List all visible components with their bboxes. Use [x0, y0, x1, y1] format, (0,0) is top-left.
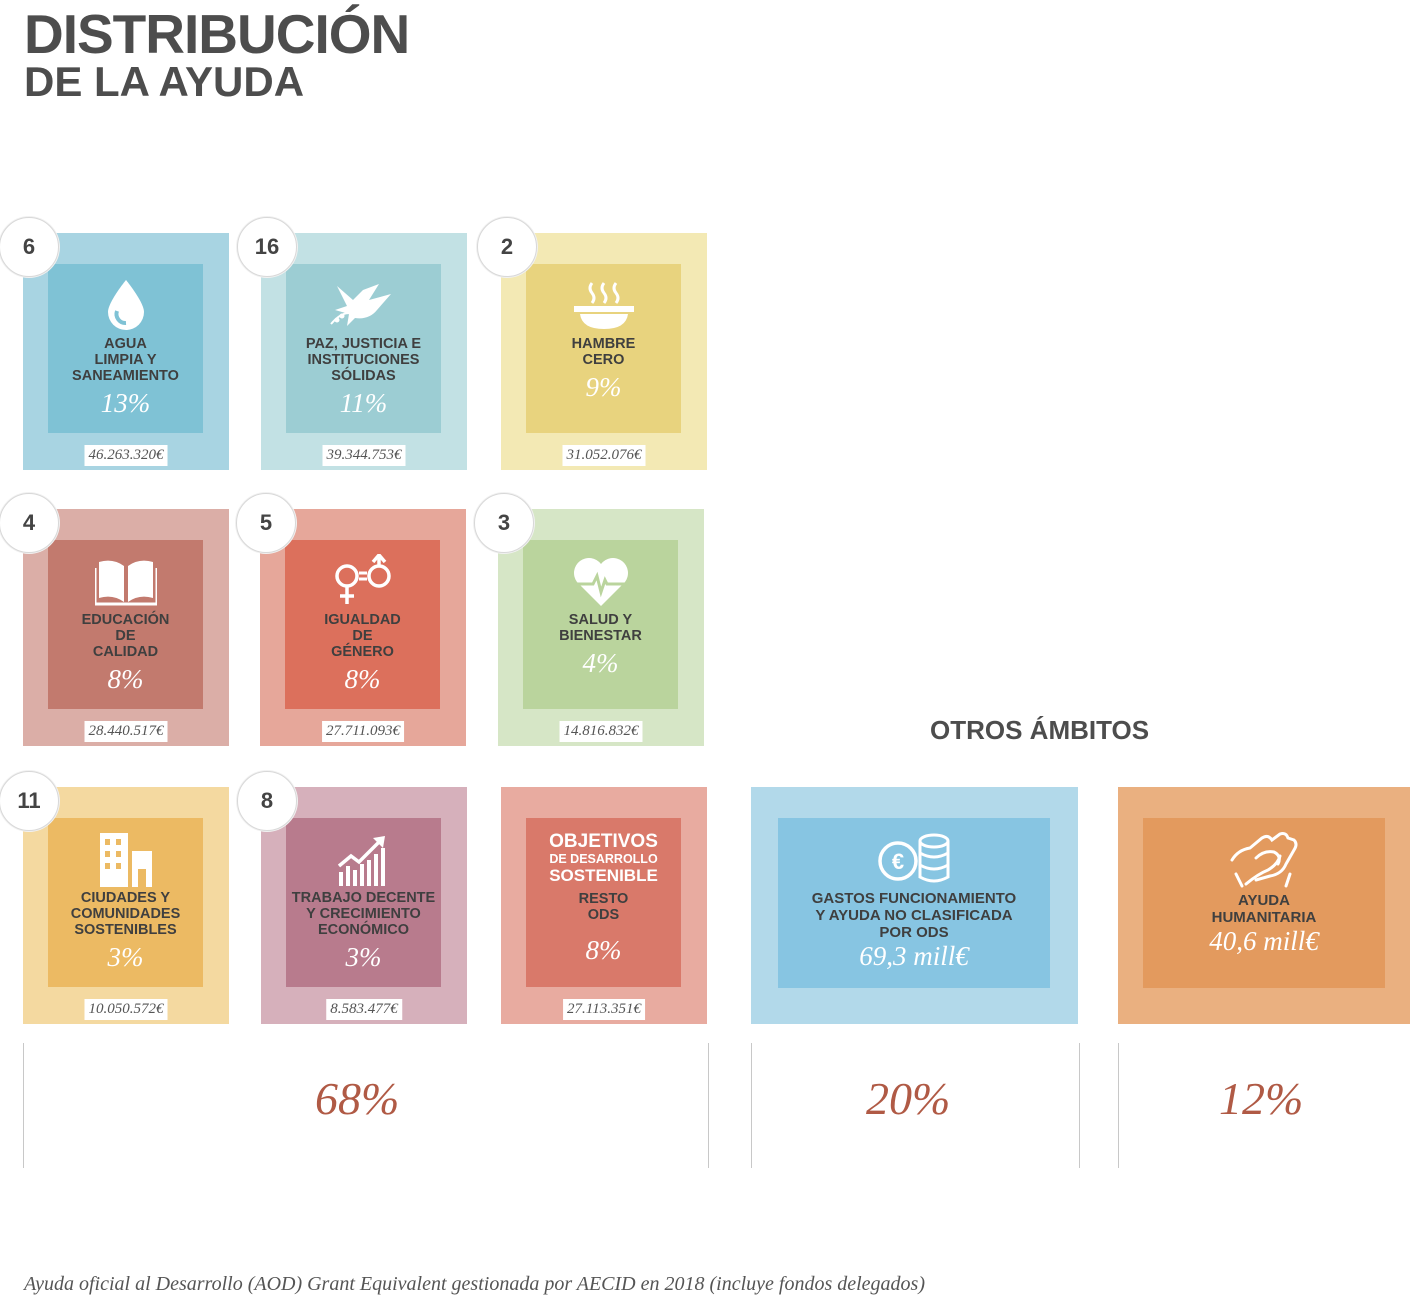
total-percent-humanitaria: 12%: [1219, 1073, 1304, 1124]
card-resto-ods: OBJETIVOS DE DESARROLLO SOSTENIBLE RESTO…: [501, 787, 707, 1024]
total-bracket-humanitaria: [1118, 1043, 1411, 1168]
card-inner: PAZ, JUSTICIA E INSTITUCIONES SÓLIDAS 11…: [286, 264, 441, 433]
card-salud: SALUD Y BIENESTAR 4% 14.816.832€ 3: [474, 493, 704, 746]
sdg-number-badge: 16: [237, 217, 297, 277]
sdg-number-badge: 3: [474, 493, 534, 553]
total-bracket-gastos: [751, 1043, 1080, 1168]
sdg-number-badge: 4: [0, 493, 59, 553]
card-percent: 3%: [345, 942, 382, 972]
buildings-icon: [96, 832, 156, 887]
card-percent: 13%: [100, 388, 151, 418]
heart-icon: [571, 554, 631, 608]
sdg-logo-icon: OBJETIVOS DE DESARROLLO SOSTENIBLE: [549, 832, 658, 884]
card-value: 40,6 mill€: [1209, 926, 1319, 956]
sdg-number-badge: 6: [0, 217, 59, 277]
card-inner: AGUA LIMPIA Y SANEAMIENTO 13%: [48, 264, 203, 433]
gender-equality-icon: [331, 554, 395, 608]
page-subtitle: DE LA AYUDA: [24, 58, 305, 105]
card-trabajo: TRABAJO DECENTE Y CRECIMIENTO ECONÓMICO …: [237, 771, 467, 1024]
card-label: RESTO ODS: [578, 890, 629, 923]
otros-ambitos-heading: OTROS ÁMBITOS: [930, 715, 1150, 745]
card-inner: HAMBRE CERO 9%: [526, 264, 681, 433]
sdg-number-badge: 2: [477, 217, 537, 277]
card-inner: SALUD Y BIENESTAR 4%: [523, 540, 678, 709]
coins-icon: €: [876, 832, 952, 886]
growth-chart-icon: [337, 832, 391, 886]
card-percent: 8%: [107, 664, 144, 694]
card-inner: € GASTOS FUNCIONAMIENTO Y AYUDA NO CLASI…: [778, 818, 1050, 988]
card-label: EDUCACIÓN DE CALIDAD: [81, 612, 170, 660]
card-amount: 27.711.093€: [322, 721, 404, 742]
sdg-number-badge: 5: [236, 493, 296, 553]
card-percent: 4%: [582, 648, 619, 678]
card-inner: CIUDADES Y COMUNIDADES SOSTENIBLES 3%: [48, 818, 203, 987]
bowl-icon: [572, 278, 636, 332]
total-percent-gastos: 20%: [866, 1073, 951, 1124]
card-label: AYUDA HUMANITARIA: [1211, 892, 1317, 926]
card-educacion: EDUCACIÓN DE CALIDAD 8% 28.440.517€ 4: [0, 493, 229, 746]
card-percent: 3%: [107, 942, 144, 972]
water-drop-icon: [104, 278, 148, 332]
card-value: 69,3 mill€: [859, 941, 969, 971]
card-amount: 31.052.076€: [562, 445, 646, 466]
card-inner: OBJETIVOS DE DESARROLLO SOSTENIBLE RESTO…: [526, 818, 681, 987]
helping-hands-icon: [1228, 830, 1300, 890]
card-ciudades: CIUDADES Y COMUNIDADES SOSTENIBLES 3% 10…: [0, 771, 229, 1024]
card-hambre: HAMBRE CERO 9% 31.052.076€ 2: [477, 217, 707, 470]
card-label: HAMBRE CERO: [571, 336, 636, 368]
card-label: CIUDADES Y COMUNIDADES SOSTENIBLES: [70, 890, 181, 938]
card-inner: TRABAJO DECENTE Y CRECIMIENTO ECONÓMICO …: [286, 818, 441, 987]
card-paz: PAZ, JUSTICIA E INSTITUCIONES SÓLIDAS 11…: [237, 217, 467, 470]
footer-note: Ayuda oficial al Desarrollo (AOD) Grant …: [24, 1273, 925, 1295]
card-amount: 28.440.517€: [84, 721, 168, 742]
sdg-number-badge: 11: [0, 771, 59, 831]
card-ayuda-humanitaria: AYUDA HUMANITARIA 40,6 mill€: [1118, 787, 1410, 1024]
card-label: AGUA LIMPIA Y SANEAMIENTO: [72, 336, 179, 384]
sdg-logo-line3: SOSTENIBLE: [549, 865, 658, 885]
svg-text:€: €: [892, 849, 904, 874]
card-inner: IGUALDAD DE GÉNERO 8%: [285, 540, 440, 709]
sdg-logo-line1: OBJETIVOS: [549, 831, 658, 852]
card-amount: 14.816.832€: [559, 721, 643, 742]
card-inner: AYUDA HUMANITARIA 40,6 mill€: [1143, 818, 1385, 988]
dove-icon: [329, 278, 399, 332]
card-amount: 8.583.477€: [326, 999, 402, 1020]
card-label: GASTOS FUNCIONAMIENTO Y AYUDA NO CLASIFI…: [811, 890, 1017, 941]
card-gastos-funcionamiento: € GASTOS FUNCIONAMIENTO Y AYUDA NO CLASI…: [751, 787, 1078, 1024]
total-bracket-ods: [23, 1043, 709, 1168]
card-label: PAZ, JUSTICIA E INSTITUCIONES SÓLIDAS: [305, 336, 422, 384]
card-amount: 39.344.753€: [322, 445, 406, 466]
card-amount: 10.050.572€: [84, 999, 168, 1020]
book-icon: [94, 554, 157, 608]
card-label: IGUALDAD DE GÉNERO: [324, 612, 401, 660]
sdg-number-badge: 8: [237, 771, 297, 831]
card-inner: EDUCACIÓN DE CALIDAD 8%: [48, 540, 203, 709]
card-label: TRABAJO DECENTE Y CRECIMIENTO ECONÓMICO: [291, 890, 436, 938]
page-title: DISTRIBUCIÓN: [24, 3, 410, 65]
total-percent-ods: 68%: [315, 1073, 400, 1124]
card-agua: AGUA LIMPIA Y SANEAMIENTO 13% 46.263.320…: [0, 217, 229, 470]
card-label: SALUD Y BIENESTAR: [559, 612, 642, 644]
card-igualdad: IGUALDAD DE GÉNERO 8% 27.711.093€ 5: [236, 493, 466, 746]
card-percent: 8%: [344, 664, 381, 694]
card-amount: 46.263.320€: [84, 445, 168, 466]
card-amount: 27.113.351€: [563, 999, 645, 1020]
card-percent: 8%: [585, 934, 622, 965]
sdg-logo-line2: DE DESARROLLO: [549, 852, 658, 866]
card-percent: 11%: [339, 388, 388, 418]
card-percent: 9%: [585, 372, 622, 402]
